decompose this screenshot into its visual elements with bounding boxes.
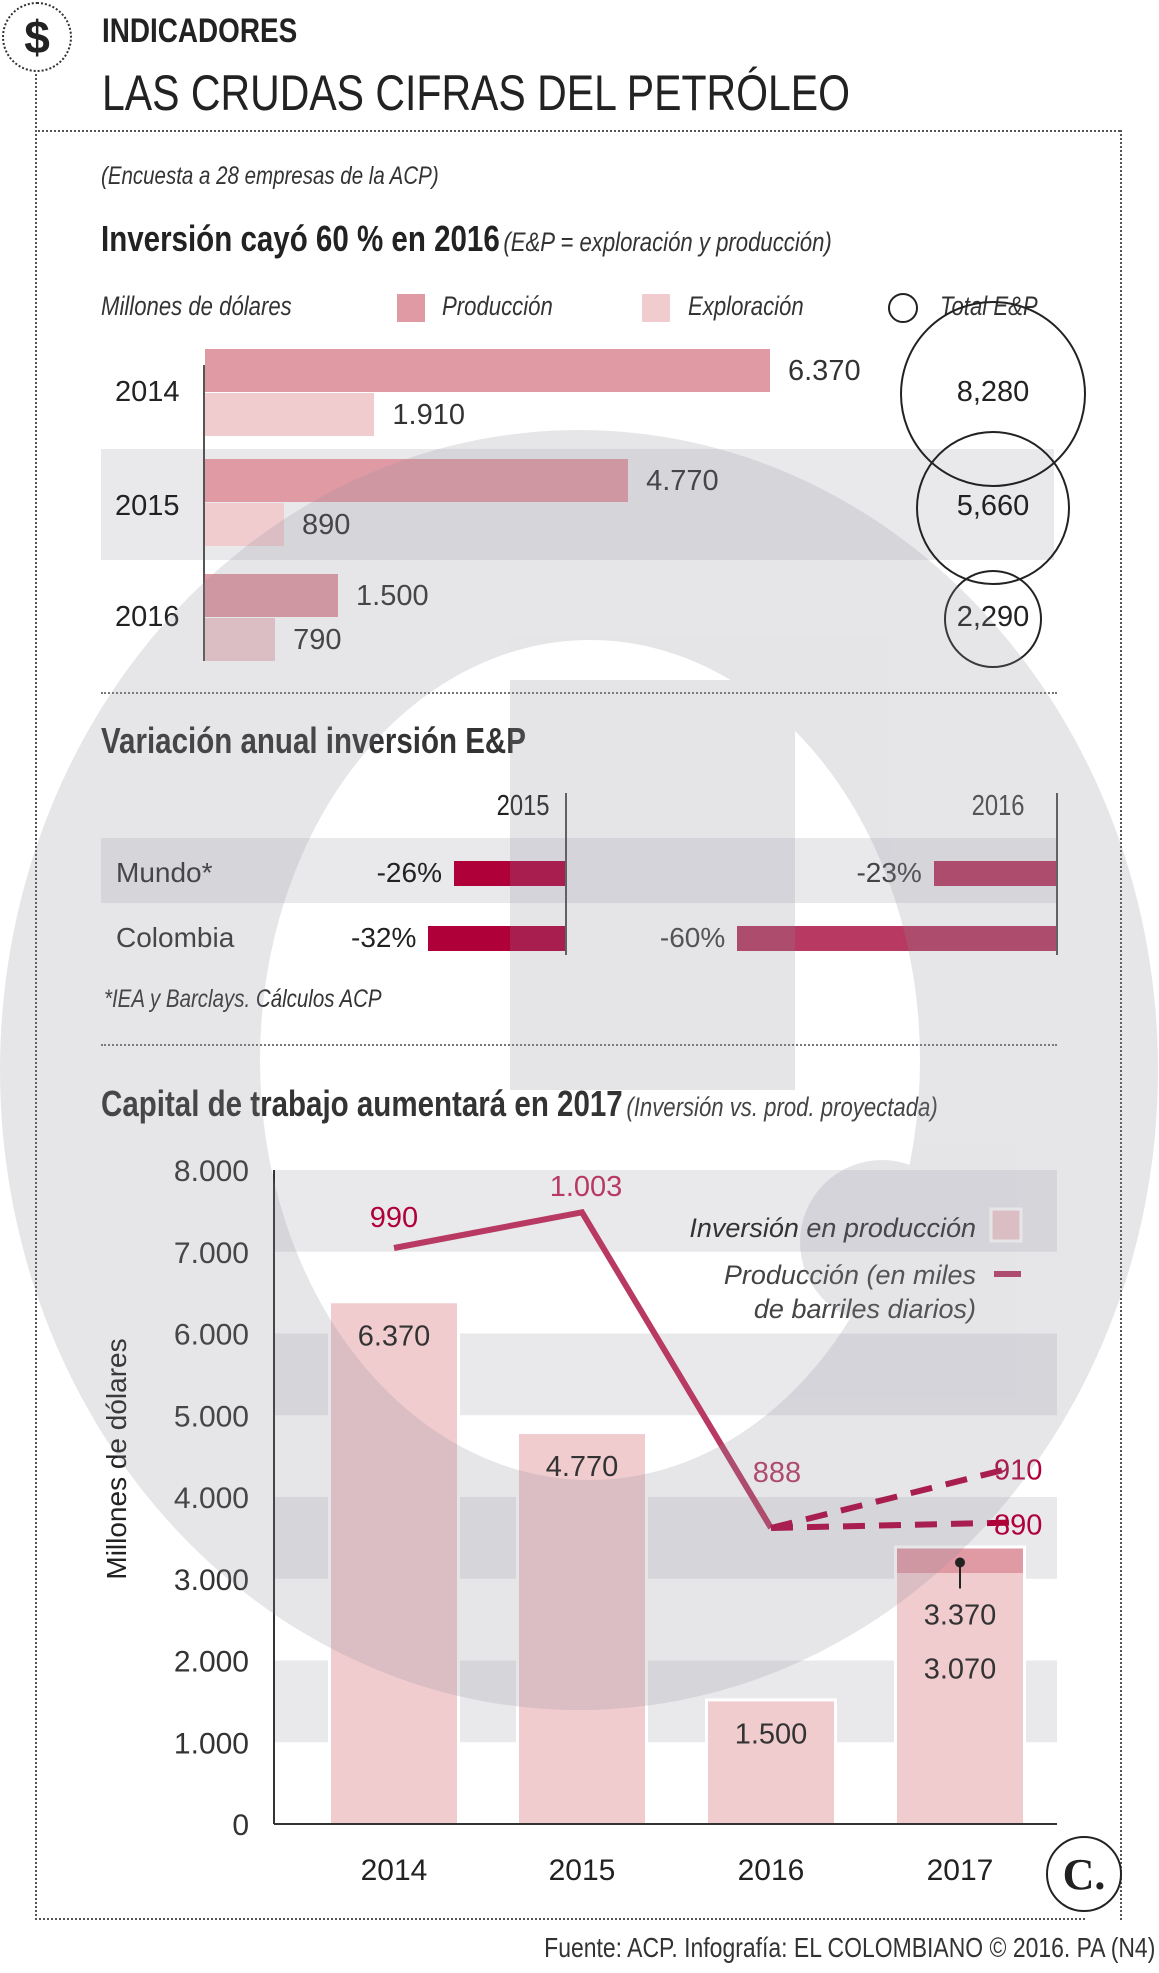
variation-bar	[453, 861, 565, 886]
variation-bar	[737, 926, 1056, 951]
exploration-bar	[205, 393, 375, 436]
hbar-axis	[203, 365, 205, 661]
logo-text: C.	[1062, 1849, 1106, 1899]
column-2015: 2015	[497, 790, 550, 822]
bar-value: 1.910	[392, 399, 465, 431]
legend-swatch-investment	[989, 1207, 1023, 1243]
marker-dot	[955, 1557, 965, 1568]
section3-title: Capital de trabajo aumentará en 2017	[101, 1083, 623, 1124]
legend-label-production: Producción (en miles	[724, 1260, 976, 1290]
y-tick-label: 0	[232, 1809, 249, 1842]
footer-source: Fuente: ACP. Infografía: EL COLOMBIANO ©…	[543, 1932, 1155, 1963]
header-kicker: INDICADORES	[102, 12, 298, 50]
legend-circle-total	[888, 293, 918, 323]
year-label: 2016	[115, 601, 180, 633]
bar-value: 1.500	[735, 1718, 808, 1750]
investment-bar	[519, 1434, 645, 1824]
legend-label-investment: Inversión en producción	[689, 1213, 976, 1243]
projection-label: 910	[994, 1455, 1042, 1487]
y-tick-label: 1.000	[174, 1727, 249, 1760]
total-circle	[944, 570, 1042, 668]
footnote: *IEA y Barclays. Cálculos ACP	[104, 985, 382, 1013]
x-tick-label: 2017	[927, 1854, 994, 1887]
legend-label-production: Producción	[442, 291, 553, 321]
legend-label-exploration: Exploración	[688, 291, 804, 321]
variation-bar	[933, 861, 1056, 886]
y-tick-label: 5.000	[174, 1400, 249, 1433]
y-tick-label: 3.000	[174, 1564, 249, 1597]
year-label: 2014	[115, 376, 180, 408]
y-tick-label: 6.000	[174, 1319, 249, 1352]
legend-swatch-production	[397, 294, 425, 322]
legend-label-production-2: de barriles diarios)	[754, 1294, 976, 1324]
exploration-bar	[205, 503, 284, 546]
bar-value: 6.370	[358, 1320, 431, 1352]
x-tick-label: 2015	[549, 1854, 616, 1887]
section3-subtitle: (Inversión vs. prod. proyectada)	[626, 1092, 938, 1122]
row-label: Mundo*	[116, 857, 213, 888]
row-label: Colombia	[116, 922, 235, 953]
section2-title: Variación anual inversión E&P	[101, 720, 526, 761]
production-bar	[205, 574, 339, 617]
axis-2015	[565, 793, 567, 955]
frame-left	[35, 70, 37, 1920]
production-bar	[205, 459, 629, 502]
total-value: 8,280	[956, 376, 1030, 408]
exploration-bar	[205, 618, 276, 661]
section1-heading: Inversión cayó 60 % en 2016 (E&P = explo…	[101, 218, 832, 260]
investment-bar	[708, 1701, 834, 1824]
x-tick-label: 2014	[361, 1854, 428, 1887]
variation-value: -60%	[659, 922, 726, 953]
bar-value: 790	[293, 624, 342, 656]
bar-value: 890	[301, 509, 351, 541]
variation-value: -26%	[376, 857, 442, 888]
production-projection-line	[770, 1519, 1014, 1531]
variation-value: -32%	[351, 922, 417, 953]
survey-note: (Encuesta a 28 empresas de la ACP)	[101, 162, 439, 190]
investment-bar	[897, 1548, 1023, 1824]
variation-bar	[428, 926, 565, 951]
grid-band	[274, 1170, 1057, 1252]
production-label: 1.003	[550, 1171, 623, 1203]
section3-heading: Capital de trabajo aumentará en 2017 (In…	[101, 1083, 938, 1125]
section1-title: Inversión cayó 60 % en 2016	[101, 218, 500, 259]
legend-swatch-exploration	[642, 294, 670, 322]
projection-label: 890	[994, 1510, 1042, 1542]
band-mundo	[101, 838, 1057, 903]
y-tick-label: 8.000	[174, 1155, 249, 1188]
bar-value: 1.500	[356, 580, 429, 612]
bar-value: 6.370	[788, 355, 861, 387]
investment-bar	[331, 1303, 457, 1824]
logo-c: C.	[1046, 1836, 1122, 1912]
production-line	[393, 1208, 774, 1530]
production-projection-line	[770, 1464, 1014, 1531]
page-title: LAS CRUDAS CIFRAS DEL PETRÓLEO	[102, 65, 851, 121]
bar-value: 3.370	[924, 1600, 997, 1632]
y-tick-label: 7.000	[174, 1237, 249, 1270]
frame-bottom	[35, 1918, 1085, 1920]
y-tick-label: 2.000	[174, 1646, 249, 1679]
bar-value: 4.770	[646, 465, 719, 497]
x-tick-label: 2016	[738, 1854, 805, 1887]
production-bar	[205, 349, 770, 392]
year-label: 2015	[115, 490, 180, 522]
dollar-icon: $	[2, 2, 72, 72]
total-value: 5,660	[956, 490, 1030, 522]
production-label: 888	[753, 1457, 801, 1489]
bar-value-extra: 3.070	[924, 1654, 997, 1686]
variation-value: -23%	[856, 857, 922, 888]
bar-value: 4.770	[546, 1451, 619, 1483]
section1-subtitle: (E&P = exploración y producción)	[503, 227, 832, 257]
frame-top	[35, 130, 1120, 132]
y-tick-label: 4.000	[174, 1482, 249, 1515]
frame-right	[1120, 130, 1122, 1920]
production-label: 990	[370, 1202, 418, 1234]
axis-2016	[1056, 793, 1058, 955]
separator	[101, 1044, 1057, 1046]
unit-label: Millones de dólares	[101, 291, 292, 321]
separator	[101, 692, 1057, 694]
column-2016: 2016	[972, 790, 1025, 822]
total-value: 2,290	[956, 601, 1030, 633]
